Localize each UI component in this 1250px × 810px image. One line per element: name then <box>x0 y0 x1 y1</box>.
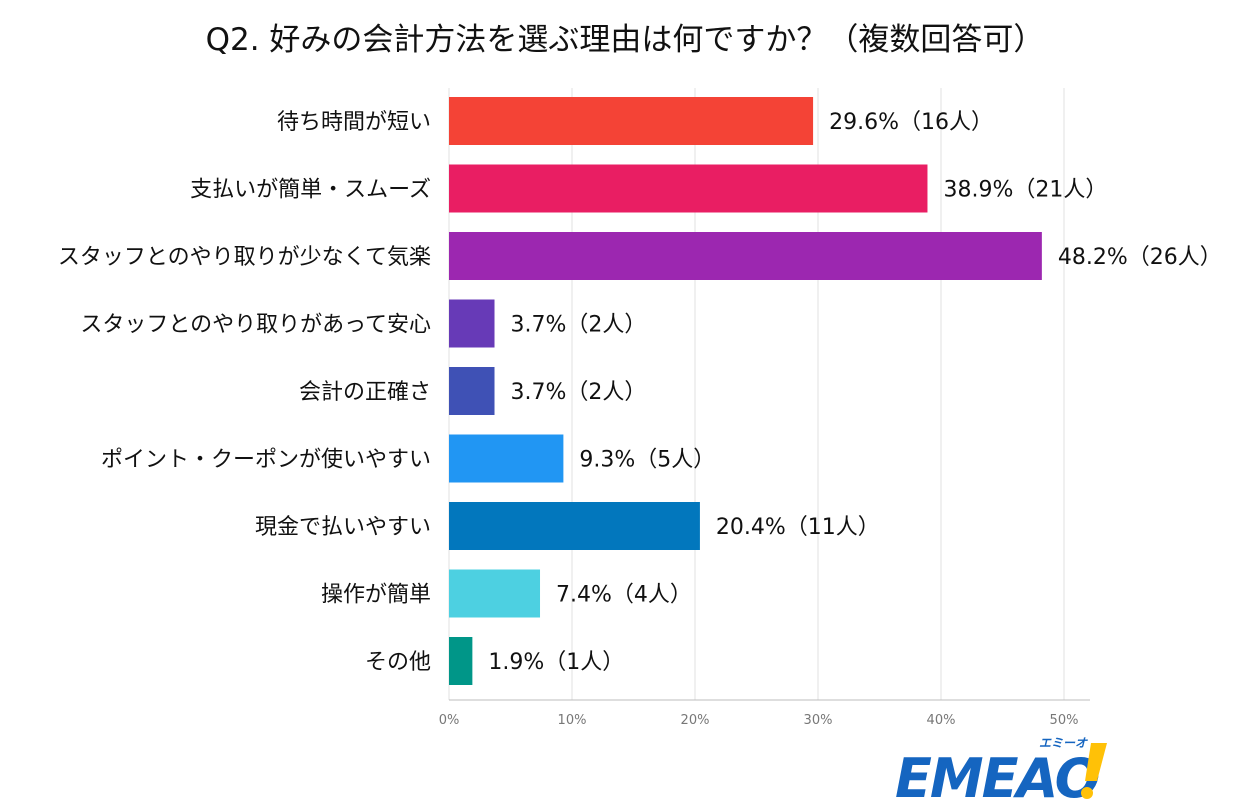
category-label: スタッフとのやり取りがあって安心 <box>80 313 431 338</box>
category-labels: 待ち時間が短い支払いが簡単・スムーズスタッフとのやり取りが少なくて気楽スタッフと… <box>58 110 431 675</box>
bar <box>449 367 495 415</box>
chart-title: Q2. 好みの会計方法を選ぶ理由は何ですか？（複数回答可） <box>205 22 1045 58</box>
bar-chart: 待ち時間が短い支払いが簡単・スムーズスタッフとのやり取りが少なくて気楽スタッフと… <box>58 88 1222 728</box>
data-label: 3.7%（2人） <box>511 380 647 405</box>
bar <box>449 434 564 483</box>
x-tick-label: 30% <box>804 713 833 728</box>
category-label: 現金で払いやすい <box>255 515 431 540</box>
bar <box>449 97 814 145</box>
bar <box>449 502 700 550</box>
x-tick-label: 50% <box>1050 713 1079 728</box>
bar <box>449 637 473 685</box>
data-label: 38.9%（21人） <box>943 178 1107 203</box>
data-label: 7.4%（4人） <box>556 583 692 608</box>
data-label: 1.9%（1人） <box>488 650 624 675</box>
data-label: 29.6%（16人） <box>829 110 993 135</box>
category-label: 操作が簡単 <box>321 583 431 608</box>
bar <box>449 299 495 348</box>
svg-text:エミーオ: エミーオ <box>1039 736 1088 750</box>
data-label: 20.4%（11人） <box>716 515 880 540</box>
data-label: 9.3%（5人） <box>579 448 715 473</box>
category-label: その他 <box>365 650 431 675</box>
bars <box>449 97 1042 685</box>
x-tick-label: 10% <box>558 713 587 728</box>
category-label: 待ち時間が短い <box>277 110 431 135</box>
category-label: スタッフとのやり取りが少なくて気楽 <box>58 245 431 270</box>
bar <box>449 164 928 213</box>
data-label: 3.7%（2人） <box>511 313 647 338</box>
x-tick-label: 20% <box>681 713 710 728</box>
x-tick-label: 0% <box>439 713 460 728</box>
category-label: 支払いが簡単・スムーズ <box>190 178 431 203</box>
category-label: 会計の正確さ <box>299 380 431 405</box>
svg-text:EMEAO: EMEAO <box>895 747 1099 805</box>
x-tick-label: 40% <box>927 713 956 728</box>
brand-logo: エミーオ EMEAO <box>893 733 1118 810</box>
bar <box>449 232 1042 280</box>
value-labels: 29.6%（16人） 38.9%（21人） 48.2%（26人） 3.7%（2人） 3.… <box>488 110 1221 675</box>
bar <box>449 569 541 618</box>
x-axis-ticks: 0% 10% 20% 30% 40% 50% <box>439 713 1079 728</box>
category-label: ポイント・クーポンが使いやすい <box>101 448 431 473</box>
data-label: 48.2%（26人） <box>1058 245 1222 270</box>
